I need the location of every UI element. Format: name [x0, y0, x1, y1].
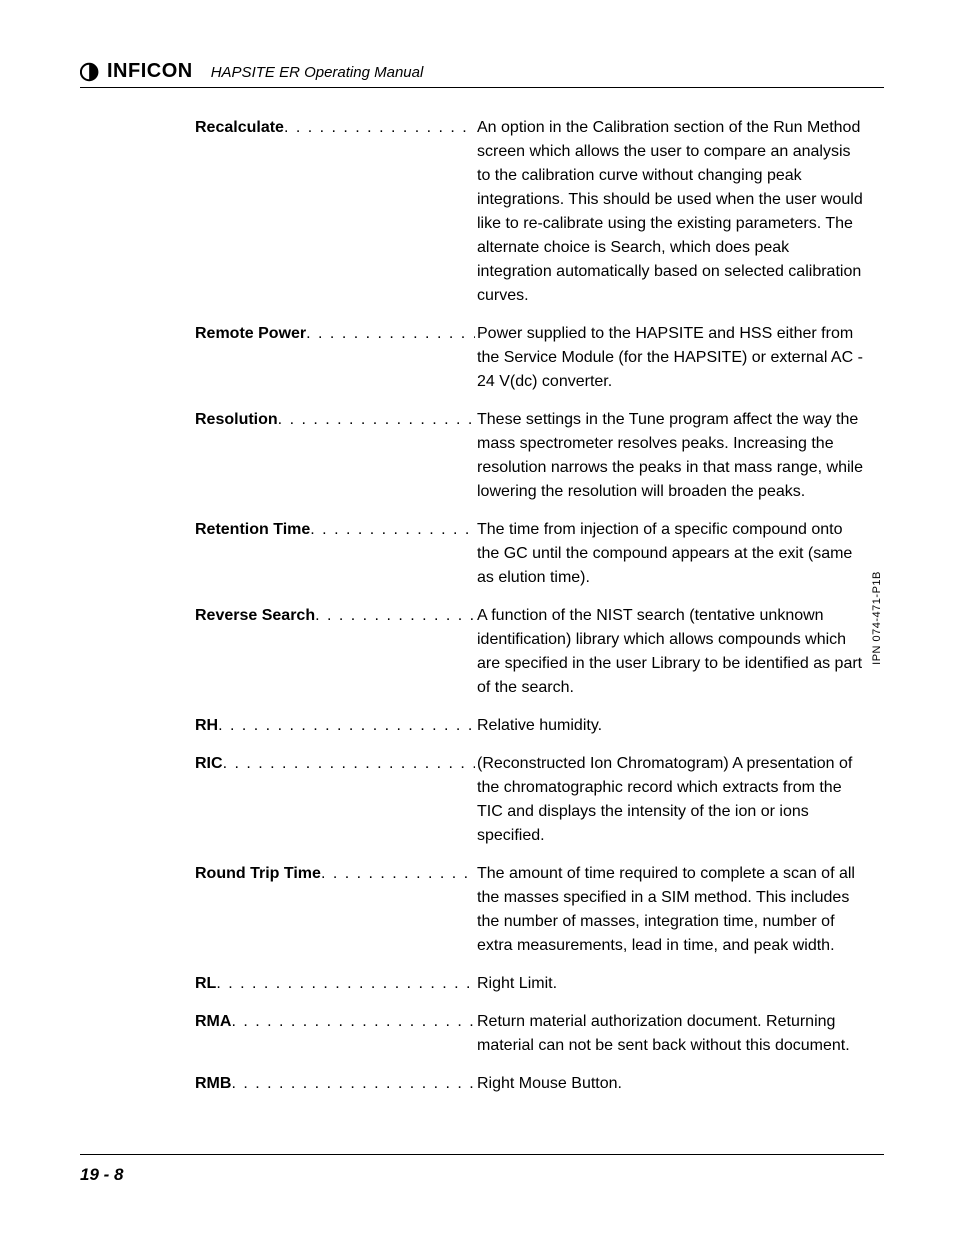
glossary-definition: Power supplied to the HAPSITE and HSS ei… — [475, 322, 864, 394]
glossary-entry: Remote Power . . . . . . . . . . . . . .… — [195, 322, 864, 394]
glossary-definition: The time from injection of a specific co… — [475, 518, 864, 590]
glossary-content: Recalculate . . . . . . . . . . . . . . … — [80, 116, 884, 1096]
glossary-term: Round Trip Time — [195, 862, 321, 886]
glossary-definition: Right Limit. — [475, 972, 864, 996]
glossary-entry: RIC . . . . . . . . . . . . . . . . . . … — [195, 752, 864, 848]
glossary-definition: These settings in the Tune program affec… — [475, 408, 864, 504]
dot-leader: . . . . . . . . . . . . . . . . . . . . … — [278, 408, 475, 432]
glossary-definition: A function of the NIST search (tentative… — [475, 604, 864, 700]
glossary-definition: The amount of time required to complete … — [475, 862, 864, 958]
dot-leader: . . . . . . . . . . . . . . . . . . . . … — [315, 604, 475, 628]
glossary-definition: Right Mouse Button. — [475, 1072, 864, 1096]
glossary-entry: RMA . . . . . . . . . . . . . . . . . . … — [195, 1010, 864, 1058]
inficon-mark-icon — [80, 61, 102, 83]
glossary-term: Remote Power — [195, 322, 306, 346]
glossary-term: Recalculate — [195, 116, 284, 140]
dot-leader: . . . . . . . . . . . . . . . . . . . . … — [223, 752, 475, 776]
term-column: Round Trip Time . . . . . . . . . . . . … — [195, 862, 475, 886]
page-header: INFICON HAPSITE ER Operating Manual — [80, 60, 884, 88]
term-column: Retention Time . . . . . . . . . . . . .… — [195, 518, 475, 542]
term-column: RMB . . . . . . . . . . . . . . . . . . … — [195, 1072, 475, 1096]
dot-leader: . . . . . . . . . . . . . . . . . . . . … — [231, 1072, 475, 1096]
glossary-term: Retention Time — [195, 518, 310, 542]
document-title: HAPSITE ER Operating Manual — [211, 64, 424, 83]
dot-leader: . . . . . . . . . . . . . . . . . . . . … — [321, 862, 475, 886]
side-part-number: IPN 074-471-P1B — [871, 571, 883, 665]
glossary-term: Reverse Search — [195, 604, 315, 628]
term-column: RL . . . . . . . . . . . . . . . . . . .… — [195, 972, 475, 996]
page-number: 19 - 8 — [80, 1165, 123, 1184]
glossary-term: RMA — [195, 1010, 231, 1034]
dot-leader: . . . . . . . . . . . . . . . . . . . . … — [231, 1010, 475, 1034]
glossary-term: RH — [195, 714, 218, 738]
glossary-term: Resolution — [195, 408, 278, 432]
page-footer: 19 - 8 — [80, 1154, 884, 1185]
term-column: RH . . . . . . . . . . . . . . . . . . .… — [195, 714, 475, 738]
glossary-definition: (Reconstructed Ion Chromatogram) A prese… — [475, 752, 864, 848]
term-column: RIC . . . . . . . . . . . . . . . . . . … — [195, 752, 475, 776]
glossary-term: RIC — [195, 752, 223, 776]
dot-leader: . . . . . . . . . . . . . . . . . . . . … — [310, 518, 475, 542]
dot-leader: . . . . . . . . . . . . . . . . . . . . … — [216, 972, 475, 996]
term-column: Recalculate . . . . . . . . . . . . . . … — [195, 116, 475, 140]
term-column: RMA . . . . . . . . . . . . . . . . . . … — [195, 1010, 475, 1034]
glossary-entry: Resolution . . . . . . . . . . . . . . .… — [195, 408, 864, 504]
page: INFICON HAPSITE ER Operating Manual Reca… — [0, 0, 954, 1235]
dot-leader: . . . . . . . . . . . . . . . . . . . . … — [218, 714, 475, 738]
glossary-entry: Retention Time . . . . . . . . . . . . .… — [195, 518, 864, 590]
glossary-term: RMB — [195, 1072, 231, 1096]
brand-logo: INFICON — [80, 60, 193, 83]
glossary-definition: Return material authorization document. … — [475, 1010, 864, 1058]
glossary-entry: RMB . . . . . . . . . . . . . . . . . . … — [195, 1072, 864, 1096]
glossary-entry: RL . . . . . . . . . . . . . . . . . . .… — [195, 972, 864, 996]
dot-leader: . . . . . . . . . . . . . . . . . . . . … — [284, 116, 475, 140]
glossary-entry: Round Trip Time . . . . . . . . . . . . … — [195, 862, 864, 958]
term-column: Reverse Search . . . . . . . . . . . . .… — [195, 604, 475, 628]
dot-leader: . . . . . . . . . . . . . . . . . . . . … — [306, 322, 475, 346]
glossary-definition: An option in the Calibration section of … — [475, 116, 864, 308]
glossary-entry: Recalculate . . . . . . . . . . . . . . … — [195, 116, 864, 308]
glossary-entry: Reverse Search . . . . . . . . . . . . .… — [195, 604, 864, 700]
glossary-definition: Relative humidity. — [475, 714, 864, 738]
term-column: Remote Power . . . . . . . . . . . . . .… — [195, 322, 475, 346]
glossary-term: RL — [195, 972, 216, 996]
brand-name: INFICON — [107, 60, 193, 83]
term-column: Resolution . . . . . . . . . . . . . . .… — [195, 408, 475, 432]
glossary-entry: RH . . . . . . . . . . . . . . . . . . .… — [195, 714, 864, 738]
